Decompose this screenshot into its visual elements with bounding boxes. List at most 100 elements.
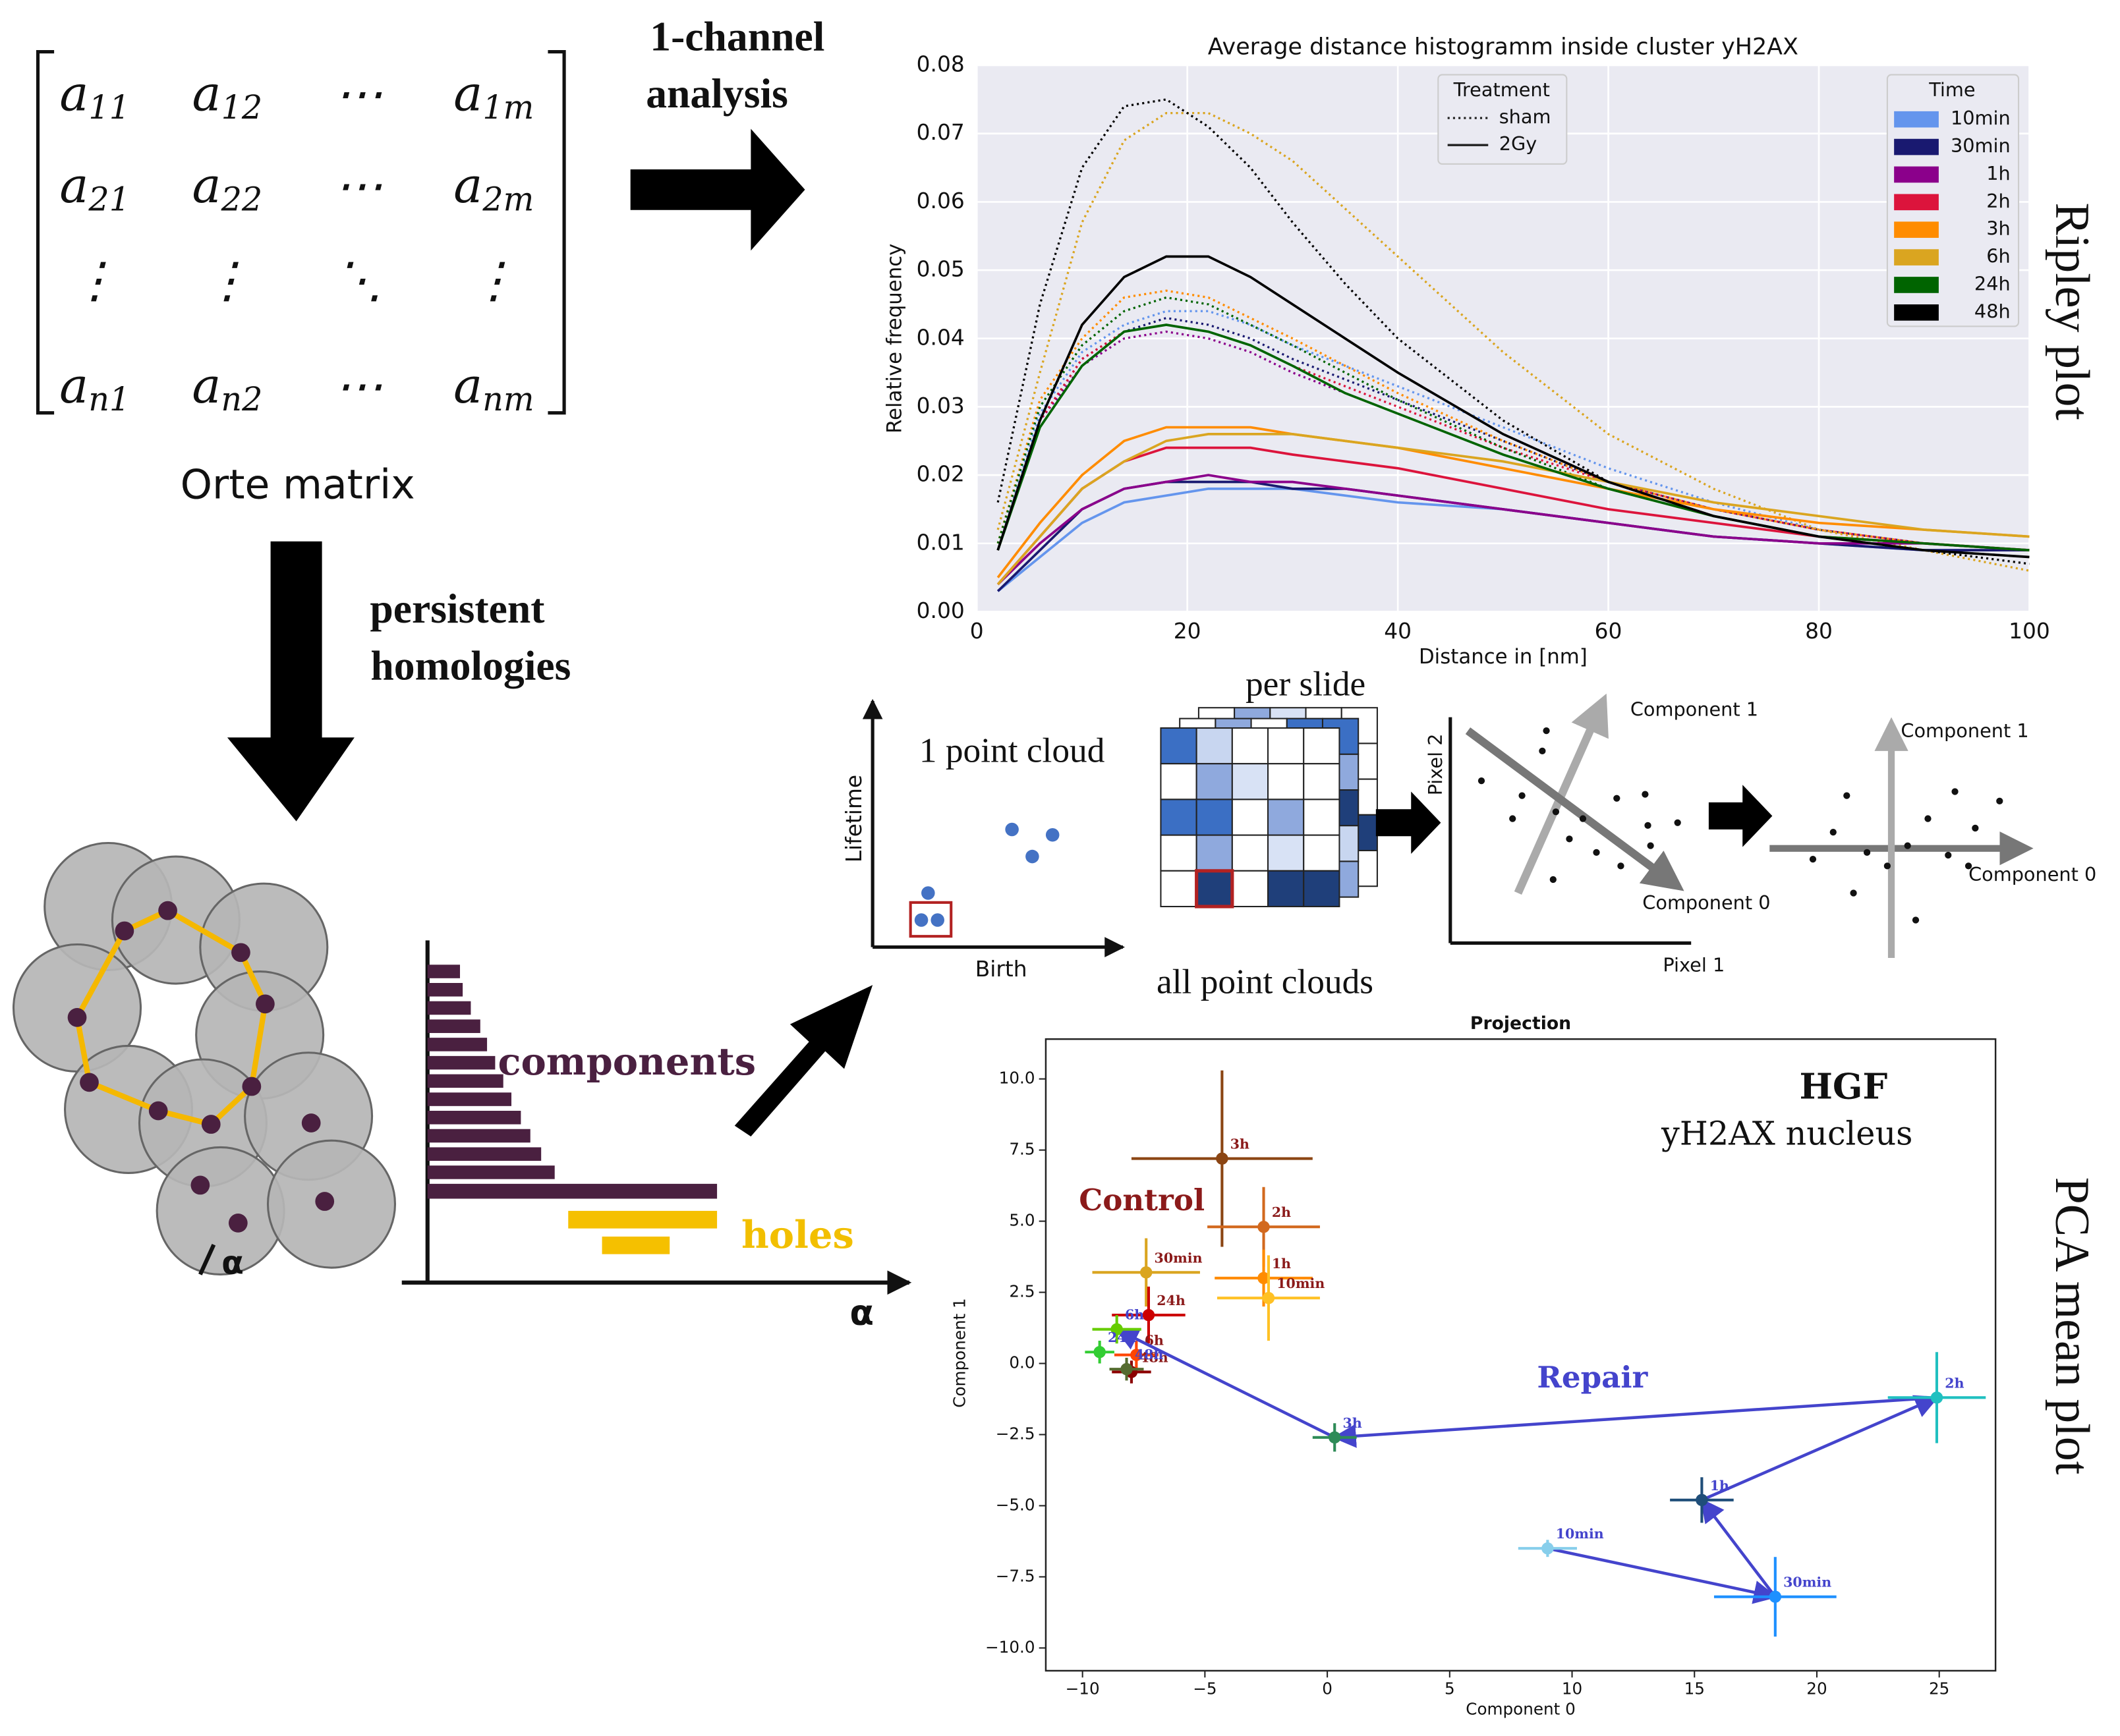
grid-cell [1303, 727, 1340, 765]
legend-label: 6h [1986, 245, 2011, 267]
legend-label: 30min [1951, 134, 2011, 157]
point-label: 30min [1783, 1575, 1831, 1590]
legend-swatch [1894, 221, 1939, 238]
dot [1549, 876, 1557, 883]
x-tick-label: 15 [1684, 1679, 1705, 1698]
grid-cell [1303, 763, 1340, 800]
legend-label: 48h [1974, 300, 2011, 322]
legend-label: 2Gy [1499, 132, 1537, 155]
y-tick-label: 0.04 [917, 325, 965, 350]
grid-cell [1267, 870, 1305, 908]
legend-swatch [1894, 304, 1939, 321]
matrix-sub: 2m [482, 180, 534, 218]
y-tick-label: 0.01 [917, 530, 965, 555]
plot-frame [1045, 1038, 1997, 1672]
x-tick-label: 0 [1322, 1679, 1332, 1698]
matrix-base: ⋮ [71, 252, 119, 309]
bar [427, 1183, 718, 1199]
x-axis-label: Component 0 [1466, 1699, 1575, 1718]
grid-cell [1267, 798, 1305, 836]
arrow-label: persistent [370, 585, 544, 632]
matrix-cell: a2m [453, 157, 534, 218]
matrix-sub: 11 [88, 88, 130, 126]
arrow [734, 985, 873, 1137]
grid-cell [1231, 763, 1269, 800]
dot [1883, 862, 1891, 870]
dot [1863, 849, 1871, 856]
side-label: PCA mean plot [2046, 1177, 2100, 1475]
grid-cell [1195, 727, 1233, 765]
pca-schematic: Pixel 2 Pixel 1 Component 1 Component 0 … [1424, 693, 2096, 976]
point [1093, 1346, 1106, 1358]
x-tick-label: 0 [970, 619, 984, 644]
x-tick-label: −10 [1066, 1679, 1100, 1698]
x-tick-label: 100 [2009, 619, 2050, 644]
vertex [228, 1214, 248, 1233]
point-label: 6h [1125, 1307, 1144, 1323]
dot [1972, 824, 1979, 832]
line [996, 255, 2030, 559]
matrix-cell: a11 [59, 66, 130, 126]
dot [1850, 889, 1857, 897]
x-tick-label: 60 [1595, 619, 1622, 644]
grid-cell [1267, 763, 1305, 800]
matrix-sub: 21 [88, 180, 130, 218]
matrix-base: a [59, 66, 88, 123]
point-label: 2h [1945, 1375, 1964, 1391]
bar [427, 983, 463, 997]
matrix-base: ⋯ [334, 66, 383, 123]
point [1142, 1308, 1155, 1322]
point-label: 3h [1230, 1136, 1249, 1152]
matrix-cell: a12 [192, 66, 263, 126]
vertex [158, 901, 177, 920]
legend-title: Treatment [1453, 78, 1550, 101]
point [1262, 1291, 1275, 1304]
dot [1617, 862, 1624, 870]
line [996, 323, 2030, 551]
y-tick-label: 5.0 [1009, 1211, 1035, 1230]
component-label: Component 0 [1642, 891, 1770, 914]
matrix-sub: nm [482, 380, 534, 418]
dot [1843, 792, 1850, 799]
grid-cell [1231, 870, 1269, 908]
point [1110, 1323, 1123, 1335]
dot [1543, 727, 1550, 735]
line [996, 296, 2030, 559]
dot [1025, 849, 1039, 864]
grid-cell [1303, 834, 1340, 872]
chart-title: Average distance histogramm inside clust… [1208, 34, 1798, 60]
point [1930, 1391, 1943, 1404]
alpha-complex [12, 841, 397, 1275]
grid-cell [1195, 834, 1233, 872]
dot [1996, 797, 2003, 805]
point-label: 24h [1157, 1293, 1186, 1308]
legend-label: 1h [1986, 162, 2011, 184]
matrix-base: a [59, 358, 88, 414]
x-tick-label: 10 [1562, 1679, 1582, 1698]
radius [198, 1243, 216, 1275]
point-label: 1h [1710, 1478, 1729, 1494]
bracket [36, 49, 55, 415]
arrow-label: analysis [646, 70, 788, 117]
legend-label: 2h [1986, 190, 2011, 212]
point-label: 3h [1343, 1415, 1362, 1431]
x-tick-label: −5 [1193, 1679, 1217, 1698]
trajectory-arrow [1701, 1395, 1939, 1501]
grid-cell [1267, 727, 1305, 765]
vertex [190, 1175, 210, 1195]
y-tick-label: −7.5 [996, 1566, 1035, 1585]
y-tick-label: −2.5 [996, 1424, 1035, 1443]
grid-cell [1160, 870, 1197, 908]
dot [1647, 842, 1654, 849]
component-label: Component 0 [1968, 863, 2096, 885]
line [996, 433, 2030, 586]
title: 1 point cloud [919, 730, 1105, 770]
vertex [231, 943, 250, 963]
grid-cell [1303, 798, 1340, 836]
x-tick-label: 20 [1806, 1679, 1827, 1698]
grid-cell [1231, 798, 1269, 836]
legend-label: 24h [1974, 272, 2011, 294]
dot [931, 913, 944, 927]
persistence-images [1160, 707, 1378, 909]
